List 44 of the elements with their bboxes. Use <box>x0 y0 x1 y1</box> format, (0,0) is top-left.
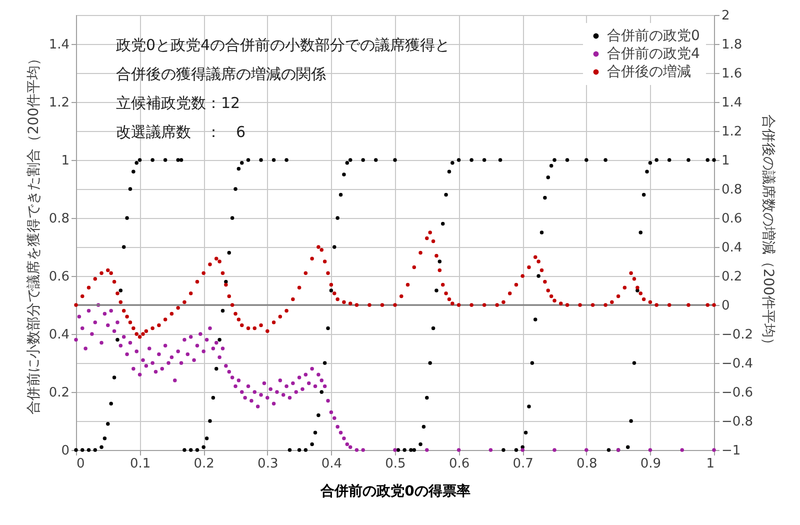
x-tick-label: 0.3 <box>258 456 278 472</box>
x-tick-label: 0.8 <box>576 456 598 472</box>
y-axis-title: 合併前に小数部分で議席を獲得できた割合（200件平均） <box>26 52 42 414</box>
x-tick-label: 0.1 <box>130 456 151 472</box>
y2-tick-label: −1 <box>722 444 741 458</box>
y2-tick-label: −0.6 <box>722 386 754 400</box>
y2-tick-label: 0 <box>722 298 730 314</box>
x-axis-title: 合併前の政党0の得票率 <box>320 482 470 500</box>
y2-tick-label: 1.4 <box>722 96 742 110</box>
y2-tick-label: 0.2 <box>722 270 742 284</box>
x-tick-label: 0.2 <box>194 456 214 472</box>
x-tick-label: 0.5 <box>385 456 406 472</box>
y2-tick-label: 1.2 <box>722 124 742 140</box>
y-tick-label: 0.6 <box>48 270 70 284</box>
annotation: 改選議席数 ： 6 <box>116 123 246 141</box>
y2-tick-label: 0.6 <box>722 212 742 226</box>
y-tick-label: 1 <box>61 154 70 168</box>
annotation: 立候補政党数：12 <box>116 94 240 112</box>
y2-tick-label: 0.8 <box>722 182 742 198</box>
y-tick-label: 0.8 <box>48 212 70 226</box>
y2-axis-title: 合併後の議席数の増減（200件平均） <box>760 114 778 352</box>
y-tick-label: 0.2 <box>48 386 70 400</box>
y-tick-label: 0.4 <box>48 328 70 342</box>
y2-tick-label: −0.8 <box>722 414 754 430</box>
y-tick-label: 1.4 <box>48 38 70 52</box>
x-tick-label: 1 <box>706 456 714 472</box>
x-tick-label: 0.6 <box>448 456 470 472</box>
x-tick-label: 0.7 <box>512 456 534 472</box>
y-tick-label: 1.2 <box>48 96 70 110</box>
legend-label: 合併前の政党4 <box>607 46 700 62</box>
x-tick-label: 0.9 <box>640 456 662 472</box>
y2-tick-label: 1.8 <box>722 38 742 52</box>
y2-tick-label: −0.2 <box>722 328 754 342</box>
y2-tick-label: 1 <box>722 154 730 168</box>
y-tick-label: 0 <box>61 444 70 458</box>
legend-label: 合併後の増減 <box>607 63 691 80</box>
x-tick-label: 0 <box>76 456 85 472</box>
y2-tick-label: 2 <box>722 8 730 24</box>
y2-tick-label: 1.6 <box>722 66 742 82</box>
x-tick-label: 0.4 <box>321 456 342 472</box>
legend-label: 合併前の政党0 <box>607 28 700 44</box>
text: 政党0と政党4の合併前の小数部分での議席獲得と合併後の獲得議席の増減の関係 <box>116 36 450 83</box>
y2-tick-label: −0.4 <box>722 356 754 372</box>
y2-tick-label: 0.4 <box>722 240 742 256</box>
